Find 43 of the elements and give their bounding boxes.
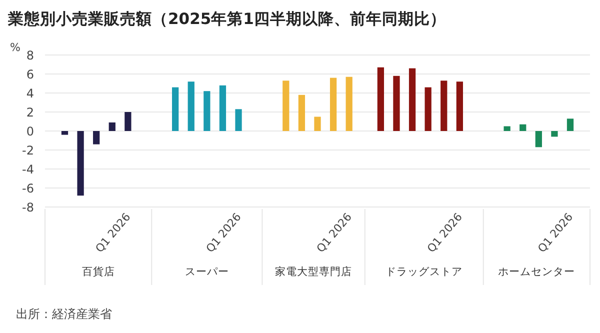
y-tick-label: -6: [22, 182, 34, 196]
y-tick-label: 2: [26, 106, 34, 120]
bar: [504, 126, 510, 131]
bar: [124, 112, 132, 131]
bar: [330, 78, 337, 131]
bar: [377, 67, 384, 131]
text: ホームセンター: [498, 266, 576, 278]
bar: [424, 87, 432, 131]
y-tick-label: -4: [22, 162, 34, 176]
bar: [314, 116, 321, 131]
bar: [188, 82, 194, 131]
text: 百貨店: [82, 265, 115, 278]
bar: [440, 80, 448, 131]
bar: [346, 76, 352, 131]
bar: [204, 91, 210, 131]
bar: [566, 118, 574, 131]
y-tick-label: 6: [26, 68, 34, 82]
bar: [219, 85, 226, 131]
bar: [77, 131, 84, 196]
y-tick-label: 8: [26, 48, 34, 62]
y-tick-label: 4: [26, 86, 34, 100]
bar: [520, 124, 526, 131]
bar: [551, 131, 558, 137]
bar: [61, 131, 68, 135]
text: ドラッグストア: [386, 266, 463, 278]
bar: [172, 87, 179, 131]
bar: [535, 131, 542, 148]
bar: [393, 76, 400, 131]
bar: [108, 122, 116, 131]
bar: [235, 109, 242, 131]
text: 出所：経済産業省: [16, 307, 112, 321]
text: スーパー: [184, 266, 229, 278]
y-axis-title: %: [10, 41, 20, 54]
bar: [93, 131, 100, 144]
y-tick-label: 0: [26, 124, 34, 138]
text: 家電大型専門店: [275, 265, 352, 278]
bar: [298, 94, 306, 131]
chart-title: 業態別小売業販売額（2025年第1四半期以降、前年同期比）: [7, 10, 446, 28]
bar: [408, 68, 416, 131]
y-tick-label: -2: [22, 144, 34, 158]
bar: [456, 82, 463, 131]
y-tick-label: -8: [22, 200, 34, 214]
bar: [282, 80, 290, 131]
